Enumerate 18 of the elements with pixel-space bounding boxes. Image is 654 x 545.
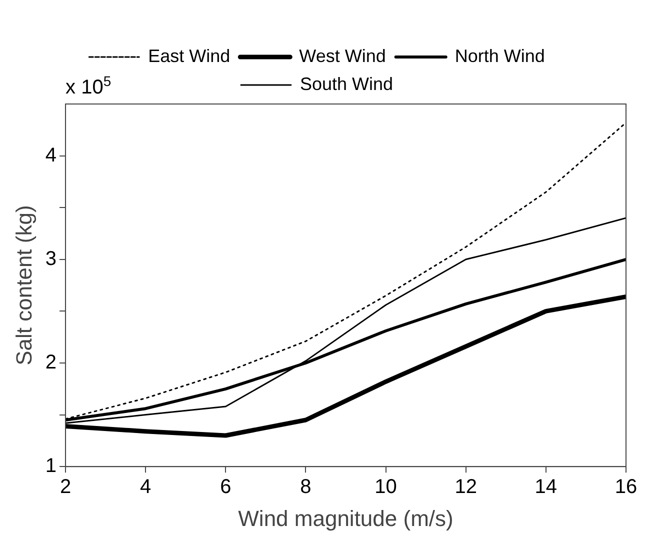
x-tick-label: 10 [374, 476, 397, 498]
x-tick-label: 2 [60, 476, 72, 498]
legend-label: South Wind [300, 74, 394, 94]
y-tick-label: 3 [45, 248, 57, 270]
legend-label: East Wind [148, 46, 230, 66]
legend-label: North Wind [454, 46, 545, 66]
x-tick-label: 12 [454, 476, 477, 498]
x-tick-label: 14 [534, 476, 558, 498]
y-tick-label: 2 [45, 352, 57, 374]
x-axis-title: Wind magnitude (m/s) [238, 506, 454, 531]
x-tick-label: 8 [300, 476, 312, 498]
y-tick-label: 4 [45, 144, 57, 166]
x-tick-label: 4 [140, 476, 152, 498]
legend-label: West Wind [299, 46, 386, 66]
x-tick-label: 16 [614, 476, 638, 498]
x-tick-label: 6 [220, 476, 232, 498]
y-tick-label: 1 [45, 455, 57, 478]
y-axis-title: Salt content (kg) [11, 205, 36, 366]
